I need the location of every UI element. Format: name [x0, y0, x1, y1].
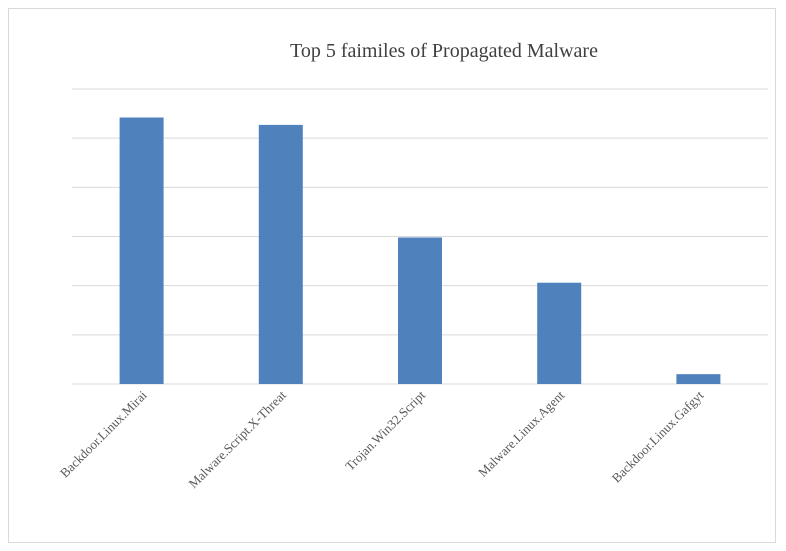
category-label: Malware.Script.X-Threat — [185, 387, 289, 491]
chart-title: Top 5 faimiles of Propagated Malware — [290, 40, 598, 62]
bars — [119, 117, 721, 385]
bar — [258, 124, 303, 385]
category-label: Backdoor.Linux.Mirai — [57, 387, 150, 480]
category-label: Malware.Linux.Agent — [475, 387, 568, 480]
bar — [119, 117, 164, 385]
category-labels: Backdoor.Linux.Mirai Malware.Script.X-Thr… — [57, 387, 707, 491]
bar — [676, 374, 721, 384]
bar — [398, 237, 442, 384]
category-label: Trojan.Win32.Script — [342, 387, 428, 473]
category-label: Backdoor.Linux.Gafgyt — [609, 387, 707, 485]
bar — [537, 282, 582, 384]
gridlines — [72, 88, 768, 385]
